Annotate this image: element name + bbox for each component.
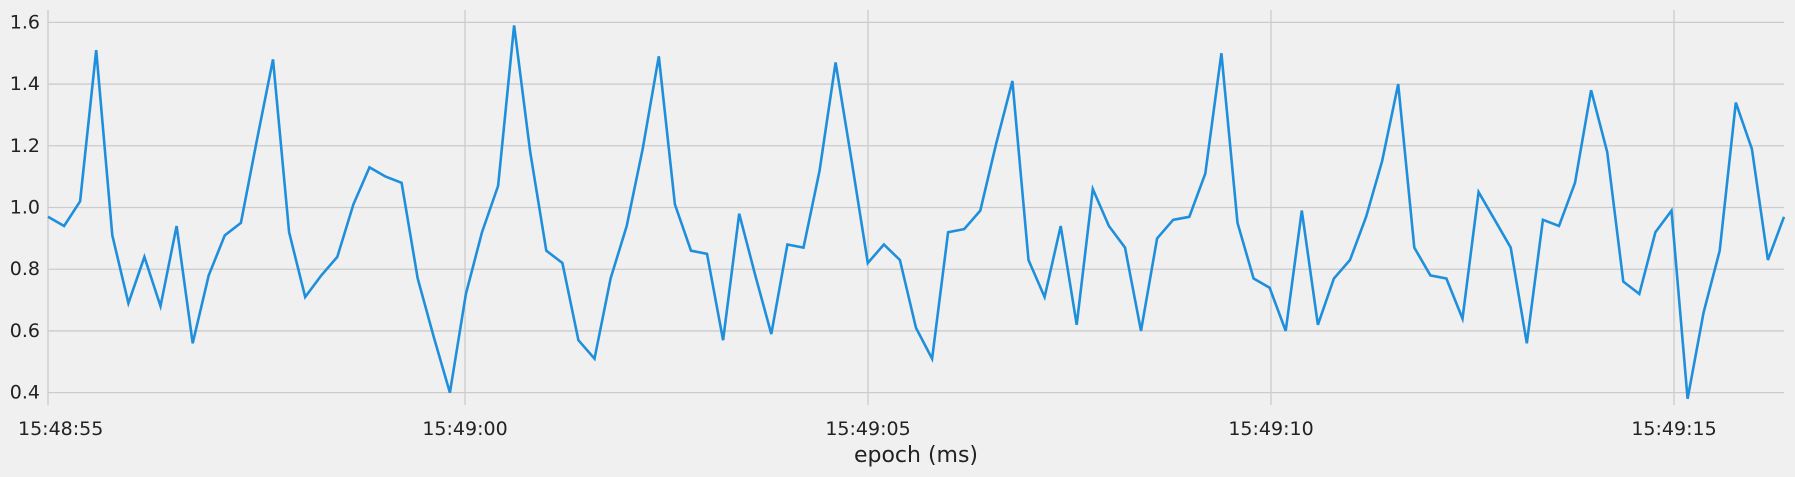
y-tick-label: 1.0 (10, 197, 40, 219)
x-tick-label: 15:49:15 (1631, 418, 1716, 440)
y-tick-label: 1.6 (10, 11, 40, 33)
x-axis-label: epoch (ms) (854, 443, 978, 468)
x-tick-label: 15:48:55 (18, 418, 103, 440)
x-tick-label: 15:49:05 (825, 418, 910, 440)
y-tick-label: 0.6 (10, 320, 40, 342)
y-tick-label: 0.4 (10, 382, 40, 404)
x-tick-label: 15:49:10 (1228, 418, 1313, 440)
series-line (47, 25, 1786, 400)
y-tick-label: 0.8 (10, 258, 40, 280)
y-tick-label: 1.4 (10, 73, 40, 95)
x-tick-label: 15:49:00 (422, 418, 507, 440)
y-tick-label: 1.2 (10, 135, 40, 157)
